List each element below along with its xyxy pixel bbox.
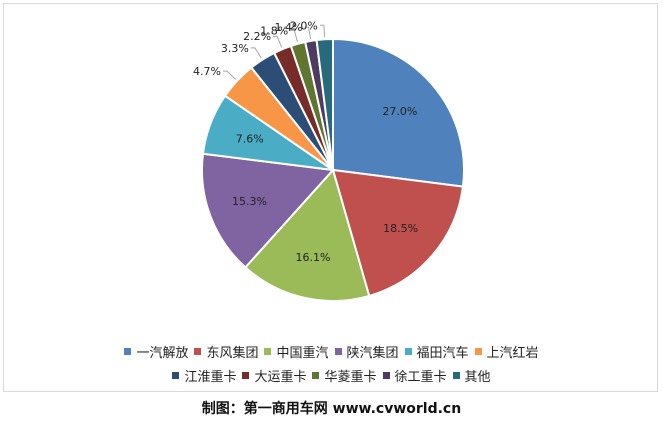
legend-item-5: 上汽红岩 [474, 342, 539, 361]
data-label-4: 7.6% [236, 132, 264, 145]
legend-row-2: 江淮重卡 大运重卡 华菱重卡 徐工重卡 其他 [4, 366, 659, 385]
legend-row-1: 一汽解放 东风集团 中国重汽 陕汽集团 福田汽车 上汽红岩 [4, 342, 659, 361]
legend-label-8: 华菱重卡 [324, 370, 377, 385]
data-label-2: 16.1% [296, 251, 331, 264]
chart-frame: 27.0% 18.5% 16.1% 15.3% 7.6% 4.7% 3.3% 2.2% 1.8%… [3, 3, 658, 392]
legend-item-4: 福田汽车 [404, 342, 469, 361]
data-label-10: 2.0% [290, 19, 318, 32]
legend-item-10: 其他 [452, 366, 491, 385]
legend-label-5: 上汽红岩 [486, 346, 539, 361]
legend-swatch-9 [382, 372, 390, 379]
legend-label-7: 大运重卡 [254, 370, 307, 385]
leader-line-10 [319, 24, 326, 38]
legend-label-10: 其他 [464, 370, 491, 385]
legend-item-0: 一汽解放 [124, 342, 188, 361]
legend-item-3: 陕汽集团 [334, 342, 399, 361]
pie-slice-2 [243, 167, 371, 302]
legend-label-1: 东风集团 [206, 346, 259, 361]
data-label-8: 1.8% [260, 24, 288, 37]
legend-label-9: 徐工重卡 [394, 370, 447, 385]
legend-swatch-6 [172, 372, 180, 379]
legend-swatch-3 [334, 348, 342, 355]
legend-swatch-10 [452, 372, 460, 379]
legend-swatch-4 [404, 348, 412, 355]
pie-slice-3 [201, 152, 336, 269]
data-label-5: 4.7% [193, 65, 221, 78]
leader-line-7 [273, 35, 283, 48]
legend-item-7: 大运重卡 [242, 366, 306, 385]
leader-line-8 [290, 29, 298, 42]
data-label-1: 18.5% [383, 222, 418, 235]
leader-line-6 [250, 47, 262, 59]
legend-item-9: 徐工重卡 [382, 366, 447, 385]
legend-item-2: 中国重汽 [264, 342, 329, 361]
pie-slice-0 [332, 37, 465, 188]
legend-swatch-5 [474, 348, 482, 355]
legend-label-4: 福田汽车 [416, 346, 469, 361]
footer-credit: 制图：第一商用车网 www.cvworld.cn [201, 401, 462, 417]
legend-swatch-7 [242, 372, 250, 379]
legend-item-8: 华菱重卡 [312, 366, 377, 385]
data-label-9: 1.4% [275, 21, 303, 34]
pie-slice-1 [331, 168, 465, 298]
leader-line-9 [304, 26, 312, 39]
pie-slice-10 [315, 37, 334, 171]
data-label-7: 2.2% [243, 30, 271, 43]
legend-label-6: 江淮重卡 [184, 370, 237, 385]
data-label-0: 27.0% [382, 105, 417, 118]
data-label-6: 3.3% [221, 42, 249, 55]
legend-label-2: 中国重汽 [276, 346, 329, 361]
legend-item-1: 东风集团 [194, 342, 258, 361]
leader-line-5 [222, 70, 237, 80]
legend-swatch-8 [312, 372, 320, 379]
pie-chart: 27.0% 18.5% 16.1% 15.3% 7.6% 4.7%3.3%2.2%1.8%… [193, 19, 465, 302]
data-label-3: 15.3% [232, 195, 267, 208]
legend-swatch-2 [264, 348, 272, 355]
legend-item-6: 江淮重卡 [172, 366, 236, 385]
legend-label-0: 一汽解放 [136, 346, 189, 361]
legend-swatch-1 [194, 348, 202, 355]
legend-swatch-0 [124, 348, 132, 355]
legend-label-3: 陕汽集团 [346, 346, 399, 361]
